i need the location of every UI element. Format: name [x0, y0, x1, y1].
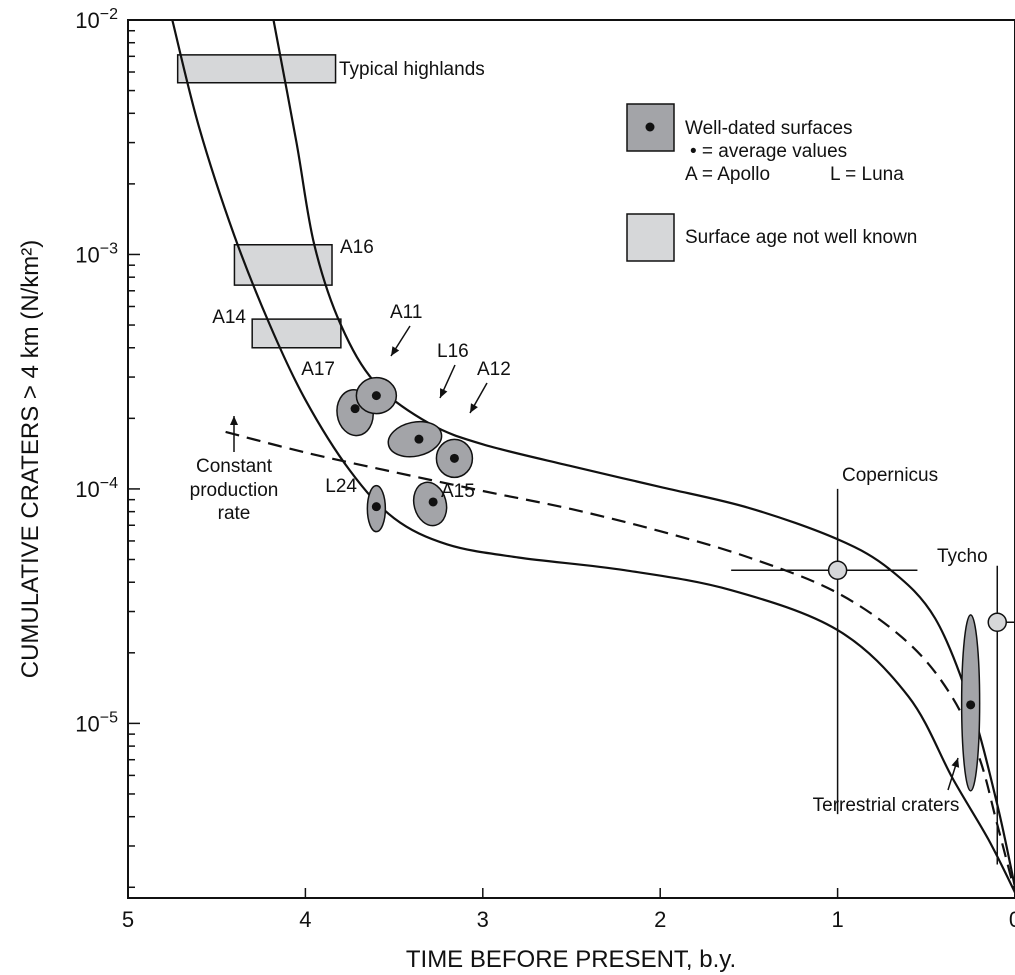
- plot-frame: [127, 19, 1015, 899]
- legend-dot-icon: [645, 122, 655, 132]
- arrow-terrestrial: [947, 757, 960, 791]
- label-constant-production-3: rate: [218, 503, 251, 524]
- label-tycho: Tycho: [937, 546, 988, 567]
- constant-production-curve: [225, 430, 1015, 893]
- well-dated-layer: [336, 376, 981, 792]
- y-axis-label: CUMULATIVE CRATERS > 4 km (N/km²): [17, 240, 44, 678]
- age-band-a16: [233, 244, 333, 286]
- arrow-l16: [439, 364, 456, 399]
- label-a12: A12: [477, 359, 511, 380]
- arrow-a12: [469, 382, 488, 414]
- points-layer: [827, 560, 1008, 633]
- age-band-typical-highlands: [176, 54, 337, 84]
- y-tick-label: 10−4: [75, 475, 118, 502]
- average-value-dot: [428, 497, 438, 507]
- average-value-dot: [371, 502, 381, 512]
- x-tick-label: 4: [299, 907, 311, 932]
- label-a17: A17: [301, 359, 335, 380]
- label-typical-highlands: Typical highlands: [339, 59, 485, 80]
- arrow-constant-production: [230, 416, 238, 452]
- arrow-constant-production-head: [230, 416, 238, 425]
- average-value-dot: [350, 404, 360, 414]
- copernicus-point: [827, 560, 848, 580]
- lower-envelope-curve: [171, 19, 1015, 893]
- x-tick-label: 2: [654, 907, 666, 932]
- label-a11: A11: [390, 302, 422, 323]
- label-l24: L24: [325, 476, 357, 497]
- x-tick-label: 5: [122, 907, 134, 932]
- label-terrestrial-craters: Terrestrial craters: [813, 795, 960, 816]
- label-constant-production-2: production: [190, 480, 279, 501]
- arrow-l16-head: [440, 388, 448, 398]
- label-a16: A16: [340, 237, 374, 258]
- labels-layer: Typical highlands A16 A14 A17 A11 L16 A12 A15 L2…: [190, 59, 988, 816]
- average-value-dot: [371, 391, 381, 401]
- x-axis-label: TIME BEFORE PRESENT, b.y.: [406, 946, 736, 973]
- average-value-dot: [966, 700, 976, 710]
- arrow-a11: [390, 325, 411, 357]
- label-l16: L16: [437, 341, 469, 362]
- ticks-layer: 5 4 3 2 1 0 10−2 10−3 10−4 10−5: [75, 6, 1015, 932]
- arrow-a11-head: [391, 346, 400, 356]
- label-copernicus: Copernicus: [842, 465, 938, 486]
- legend: Well-dated surfaces • = average values A…: [626, 103, 917, 262]
- y-tick-label: 10−5: [75, 709, 118, 736]
- arrow-terrestrial-head: [951, 758, 960, 768]
- curves-layer: [171, 19, 1015, 893]
- label-constant-production-1: Constant: [196, 456, 273, 477]
- legend-well-dated-label: Well-dated surfaces: [685, 118, 853, 139]
- legend-luna-note: L = Luna: [830, 164, 904, 185]
- upper-envelope-curve: [272, 19, 1015, 888]
- average-value-dot: [414, 434, 424, 444]
- label-a15: A15: [441, 481, 475, 502]
- x-tick-label: 0: [1009, 907, 1015, 932]
- legend-dot-note: • = average values: [690, 141, 847, 162]
- y-tick-label: 10−3: [75, 240, 118, 267]
- average-value-dot: [449, 453, 459, 463]
- y-tick-label: 10−2: [75, 6, 118, 33]
- legend-swatch-not-well-known: [626, 213, 675, 262]
- x-tick-label: 3: [477, 907, 489, 932]
- age-band-a14: [251, 318, 342, 349]
- age-bands-layer: [176, 54, 342, 349]
- x-tick-label: 1: [831, 907, 843, 932]
- arrow-a12-head: [470, 403, 478, 413]
- legend-not-well-known-label: Surface age not well known: [685, 227, 917, 248]
- legend-apollo-note: A = Apollo: [685, 164, 770, 185]
- label-a14: A14: [212, 307, 246, 328]
- tycho-point: [987, 612, 1008, 633]
